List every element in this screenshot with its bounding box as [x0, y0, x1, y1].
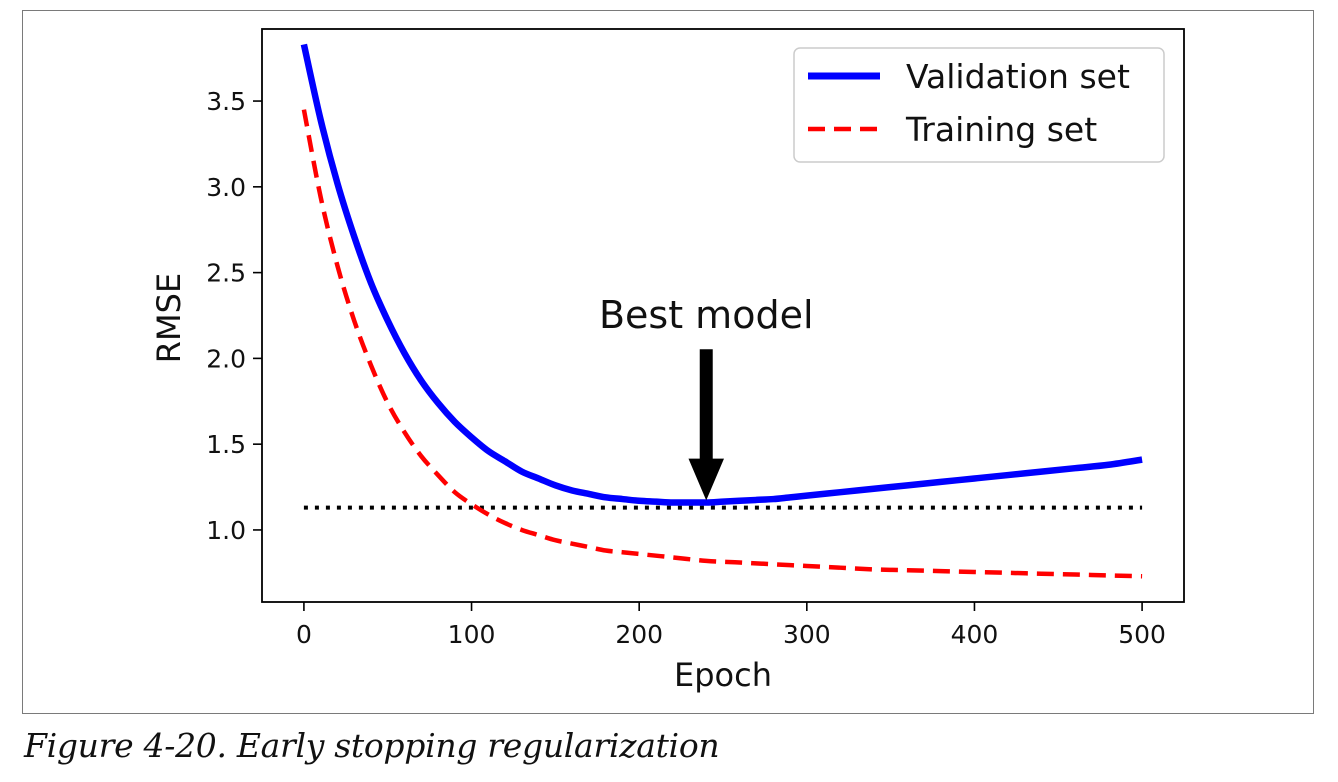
- legend-box: [793, 47, 1165, 163]
- y-axis-label: RMSE: [150, 273, 188, 363]
- best-model-annotation: Best model: [599, 293, 814, 501]
- early-stopping-chart: 0 100 200 300 400 500 1.0 1.5 2.0 2.5 3.0 3.5 Epoc…: [150, 28, 1185, 694]
- x-axis-ticks: 0 100 200 300 400 500: [296, 602, 1166, 649]
- x-tick-label: 0: [296, 620, 312, 649]
- plot-content: [300, 43, 1143, 579]
- validation-set-line: [300, 43, 1143, 506]
- x-tick-label: 500: [1118, 620, 1166, 649]
- axes-box: [261, 28, 1185, 603]
- y-tick-label: 2.5: [206, 259, 246, 288]
- y-tick-label: 1.5: [206, 430, 246, 459]
- figure-caption: Figure 4-20. Early stopping regularizati…: [24, 726, 720, 765]
- best-model-label: Best model: [599, 293, 814, 337]
- training-set-line: [301, 109, 1143, 579]
- x-tick-label: 400: [951, 620, 999, 649]
- legend-training-label: Training set: [905, 110, 1097, 149]
- legend-validation-label: Validation set: [906, 57, 1130, 96]
- y-tick-label: 2.0: [206, 344, 246, 373]
- x-tick-label: 300: [783, 620, 831, 649]
- y-axis-ticks: 1.0 1.5 2.0 2.5 3.0 3.5: [206, 87, 262, 545]
- x-tick-label: 200: [615, 620, 663, 649]
- y-tick-label: 3.5: [206, 87, 246, 116]
- legend: Validation set Training set: [793, 47, 1165, 163]
- y-tick-label: 1.0: [206, 516, 246, 545]
- legend-entries: Validation set Training set: [808, 57, 1130, 149]
- x-tick-label: 100: [448, 620, 496, 649]
- best-model-arrow: [688, 349, 724, 501]
- x-axis-label: Epoch: [674, 656, 772, 694]
- y-tick-label: 3.0: [206, 173, 246, 202]
